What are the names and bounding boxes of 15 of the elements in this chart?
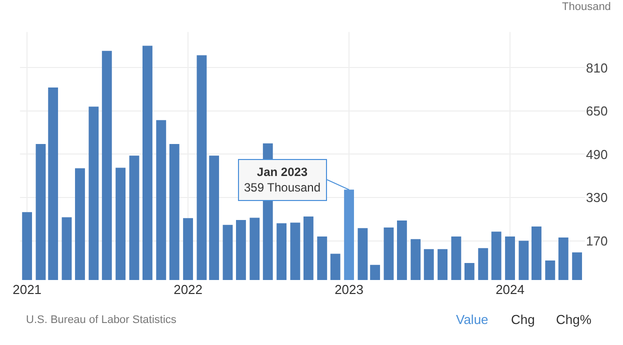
annotation: Jan 2023 359 Thousand xyxy=(244,165,321,195)
y-tick-label: 170 xyxy=(586,233,608,248)
x-tick-label: 2022 xyxy=(174,282,202,297)
y-axis-title: Thousand xyxy=(562,1,611,13)
text: Value xyxy=(456,312,488,327)
y-tick-label: 650 xyxy=(586,104,608,119)
text: Chg xyxy=(511,312,535,327)
x-tick-label: 2024 xyxy=(496,282,524,297)
y-tick-label: 490 xyxy=(586,146,608,162)
text: U.S. Bureau of Labor Statistics xyxy=(26,314,177,326)
text: Chg% xyxy=(556,312,592,327)
y-tick-label: 330 xyxy=(586,190,608,206)
x-tick-label: 2021 xyxy=(12,282,42,297)
x-tick-label: 2023 xyxy=(334,282,364,297)
y-tick-label: 810 xyxy=(586,60,608,76)
